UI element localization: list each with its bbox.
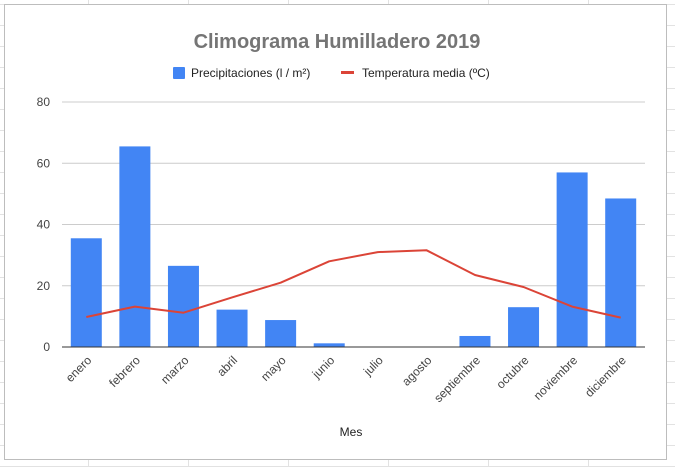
x-tick-label: julio — [360, 353, 386, 379]
gridlines — [62, 101, 645, 287]
precipitation-bar — [556, 172, 588, 347]
precipitation-bar — [216, 309, 248, 347]
precipitation-bars — [70, 146, 637, 347]
precipitation-bar — [605, 198, 637, 347]
x-tick-label: noviembre — [531, 353, 581, 403]
y-axis-ticks: 0 20 40 60 80 — [37, 95, 51, 354]
precipitation-bar — [508, 307, 540, 347]
precipitation-bar — [313, 343, 345, 347]
x-axis-title: Mes — [340, 425, 363, 439]
temperature-line — [86, 249, 621, 319]
legend-swatch-temperatura — [341, 71, 354, 74]
legend-label-temperatura: Temperatura media (ºC) — [362, 66, 490, 80]
x-tick-label: mayo — [258, 353, 289, 384]
x-axis-ticks: enero febrero marzo abril mayo junio julio agos… — [63, 353, 629, 405]
legend-label-precipitaciones: Precipitaciones (l / m²) — [191, 66, 310, 80]
x-tick-label: marzo — [158, 353, 192, 387]
precipitation-bar — [70, 238, 102, 347]
x-tick-label: agosto — [399, 353, 435, 389]
x-tick-label: enero — [63, 353, 95, 385]
y-tick-label: 0 — [43, 340, 50, 354]
x-tick-label: septiembre — [431, 353, 483, 405]
chart-frame[interactable] — [4, 4, 667, 460]
precipitation-bar — [119, 146, 151, 347]
precipitation-bar — [265, 320, 297, 347]
precipitation-bar — [167, 265, 199, 347]
chart-title: Climograma Humilladero 2019 — [194, 31, 481, 53]
legend[interactable]: Precipitaciones (l / m²) Temperatura med… — [173, 66, 490, 80]
x-tick-label: febrero — [106, 353, 143, 390]
y-tick-label: 60 — [37, 156, 51, 170]
temperature-line-group — [86, 249, 621, 319]
x-tick-label: junio — [309, 353, 338, 382]
y-tick-label: 80 — [37, 95, 51, 109]
y-tick-label: 20 — [37, 279, 51, 293]
x-tick-label: abril — [214, 353, 240, 379]
legend-swatch-precipitaciones — [173, 67, 185, 79]
precipitation-bar — [459, 335, 491, 347]
y-tick-label: 40 — [37, 218, 51, 232]
x-tick-label: diciembre — [582, 353, 629, 400]
x-tick-label: octubre — [493, 353, 531, 391]
